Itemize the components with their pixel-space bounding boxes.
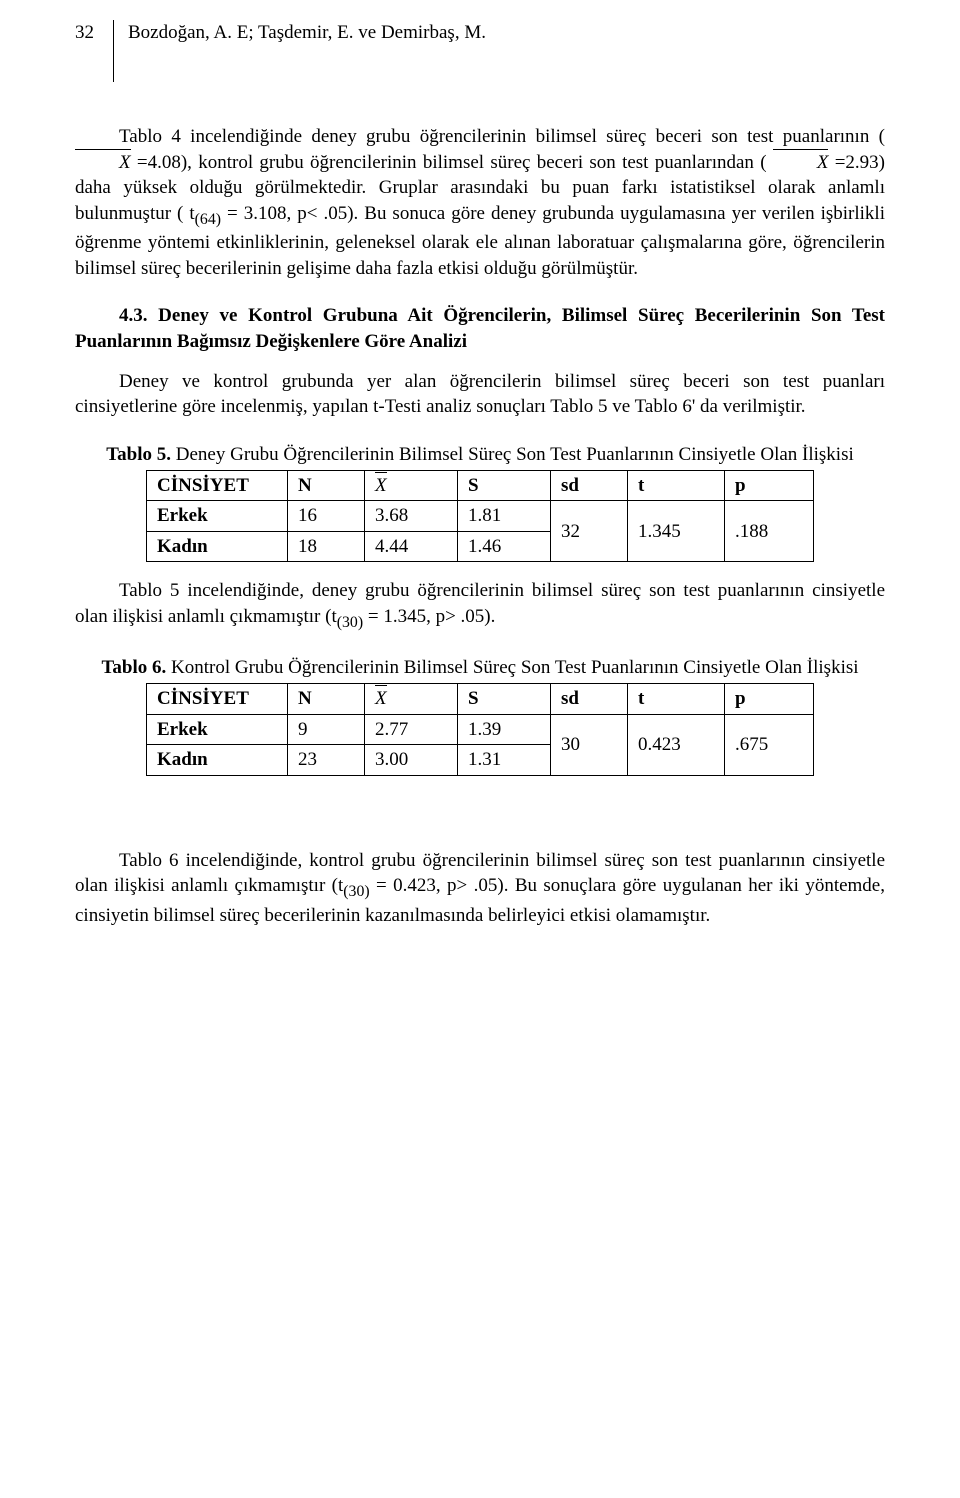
col-header-xbar: X [365,683,458,714]
cell-n: 9 [288,714,365,745]
col-header: S [458,470,551,501]
caption-label: Tablo 6. [101,657,166,678]
table6: CİNSİYET N X S sd t p Erkek 9 2.77 1.39 … [146,683,814,776]
col-header: p [725,470,814,501]
table-header-row: CİNSİYET N X S sd t p [147,470,814,501]
caption-text: Kontrol Grubu Öğrencilerinin Bilimsel Sü… [166,657,858,678]
paragraph-4: Tablo 6 incelendiğinde, kontrol grubu öğ… [75,848,885,928]
page: 32 Bozdoğan, A. E; Taşdemir, E. ve Demir… [0,0,960,1498]
cell-s: 1.39 [458,714,551,745]
cell-t: 0.423 [628,714,725,775]
col-header: t [628,683,725,714]
table6-caption: Tablo 6. Kontrol Grubu Öğrencilerinin Bi… [75,655,885,681]
cell-s: 1.46 [458,531,551,562]
col-header-xbar: X [365,470,458,501]
cell-x: 3.00 [365,745,458,776]
col-header: t [628,470,725,501]
col-header: N [288,683,365,714]
text: = 1.345, p> .05). [363,606,495,627]
cell-s: 1.31 [458,745,551,776]
cell-n: 23 [288,745,365,776]
running-header: 32 Bozdoğan, A. E; Taşdemir, E. ve Demir… [75,20,885,82]
cell-n: 18 [288,531,365,562]
cell-n: 16 [288,501,365,532]
subscript: (30) [343,883,369,900]
text: Tablo 4 incelendiğinde deney grubu öğren… [119,126,885,147]
cell-x: 3.68 [365,501,458,532]
table-header-row: CİNSİYET N X S sd t p [147,683,814,714]
cell-s: 1.81 [458,501,551,532]
caption-text: Deney Grubu Öğrencilerinin Bilimsel Süre… [171,444,854,465]
paragraph-1: Tablo 4 incelendiğinde deney grubu öğren… [75,124,885,281]
subscript: (30) [337,614,363,631]
vertical-gap [75,792,885,848]
row-label: Erkek [147,714,288,745]
text: =4.08), kontrol grubu öğrencilerinin bil… [137,152,767,173]
caption-label: Tablo 5. [106,444,171,465]
paragraph-2: Deney ve kontrol grubunda yer alan öğren… [75,369,885,420]
table5: CİNSİYET N X S sd t p Erkek 16 3.68 1.81… [146,470,814,563]
col-header: CİNSİYET [147,683,288,714]
col-header: CİNSİYET [147,470,288,501]
cell-x: 4.44 [365,531,458,562]
col-header: sd [551,470,628,501]
table5-caption: Tablo 5. Deney Grubu Öğrencilerinin Bili… [75,442,885,468]
cell-p: .188 [725,501,814,562]
col-header: S [458,683,551,714]
cell-sd: 30 [551,714,628,775]
row-label: Erkek [147,501,288,532]
table-row: Erkek 16 3.68 1.81 32 1.345 .188 [147,501,814,532]
col-header: sd [551,683,628,714]
x-bar-symbol: X [75,150,131,176]
subscript: (64) [195,211,221,228]
cell-p: .675 [725,714,814,775]
paragraph-3: Tablo 5 incelendiğinde, deney grubu öğre… [75,578,885,633]
col-header: p [725,683,814,714]
row-label: Kadın [147,745,288,776]
col-header: N [288,470,365,501]
header-divider [113,20,114,82]
running-authors: Bozdoğan, A. E; Taşdemir, E. ve Demirbaş… [128,20,486,46]
page-number: 32 [75,20,113,46]
cell-t: 1.345 [628,501,725,562]
x-bar-symbol: X [773,150,829,176]
table-row: Erkek 9 2.77 1.39 30 0.423 .675 [147,714,814,745]
cell-x: 2.77 [365,714,458,745]
cell-sd: 32 [551,501,628,562]
row-label: Kadın [147,531,288,562]
section-heading-4-3: 4.3. Deney ve Kontrol Grubuna Ait Öğrenc… [75,303,885,354]
